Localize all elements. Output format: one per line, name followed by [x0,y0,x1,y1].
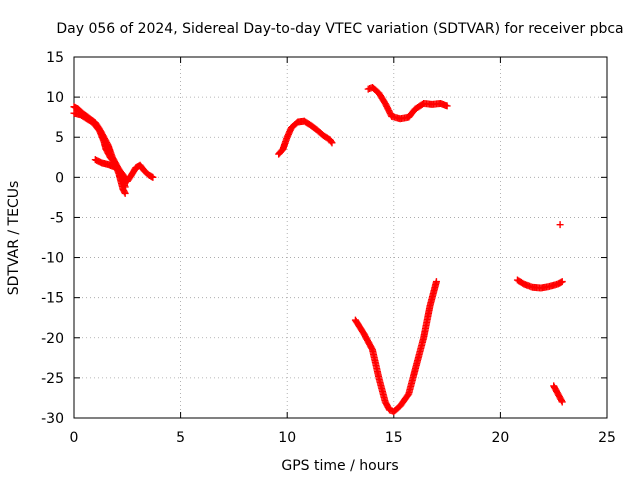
data-point [328,139,336,147]
x-tick-label: 20 [491,430,509,446]
data-point [558,278,566,286]
x-tick-label: 0 [70,430,79,446]
data-point [327,138,335,146]
data-point [558,397,566,405]
plot-frame [73,56,608,419]
y-tick-label: -20 [41,331,64,347]
y-tick-label: -5 [50,210,64,226]
series-arc-5 [351,278,440,416]
series-arc-3 [91,156,157,185]
y-tick-label: -30 [41,411,64,427]
data-point [121,189,129,197]
y-tick-label: 15 [46,50,64,66]
y-tick-labels: 15 10 5 0 -5 -10 -15 -20 -25 -30 [41,50,64,427]
y-tick-label: -15 [41,291,64,307]
x-tick-labels: 0 5 10 15 20 25 [70,430,616,446]
data-point [556,221,564,229]
data-series [70,83,566,416]
series-arc-2 [70,109,129,197]
data-point [120,188,128,196]
x-tick-label: 15 [385,430,403,446]
y-tick-label: 10 [46,90,64,106]
y-tick-label: -25 [41,371,64,387]
chart-title: Day 056 of 2024, Sidereal Day-to-day VTE… [56,21,623,37]
data-point [149,173,157,181]
axis-ticks [73,56,608,419]
y-tick-label: 5 [55,130,64,146]
x-tick-label: 5 [176,430,185,446]
grid [74,57,607,418]
series-arc-6 [364,83,451,123]
series-arc-7 [513,276,566,292]
y-tick-label: 0 [55,170,64,186]
data-point [432,278,440,286]
y-axis-label: SDTVAR / TECUs [6,181,22,296]
series-arc-9 [550,382,566,406]
y-tick-label: -10 [41,251,64,267]
x-tick-label: 10 [278,430,296,446]
x-tick-label: 25 [598,430,616,446]
data-point [558,398,566,406]
series-arc-4 [275,117,336,158]
series-arc-8 [556,221,564,229]
data-point [443,102,451,110]
x-axis-label: GPS time / hours [281,458,398,474]
